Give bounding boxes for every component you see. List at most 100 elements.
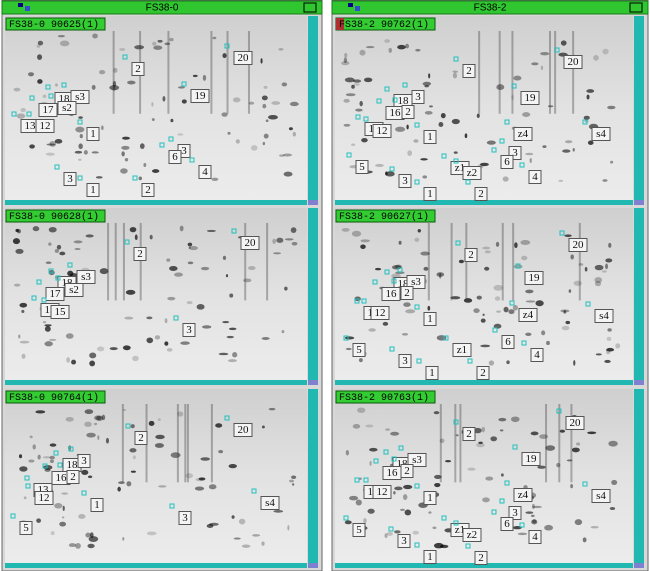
gel-spot (279, 48, 284, 50)
gel-spot (287, 525, 289, 530)
gel-spot (169, 38, 174, 41)
gel-spot (576, 442, 580, 445)
scrollbar-h[interactable] (5, 563, 307, 568)
gel-spot (346, 348, 352, 350)
spot-label: 2 (478, 188, 484, 200)
spot-label: s2 (69, 284, 79, 296)
gel-spot (341, 61, 349, 65)
gel-spot (525, 290, 533, 294)
gel-spot (87, 544, 94, 548)
gel-spot (289, 480, 294, 483)
gel-spot (414, 238, 419, 242)
gel-spot (54, 503, 62, 508)
spot-label: 16 (56, 472, 68, 484)
gel-spot (266, 119, 269, 122)
spot-label: 3 (181, 145, 187, 157)
gel-spot (37, 79, 42, 84)
gel-streak (554, 31, 556, 114)
gel-spot (570, 254, 574, 259)
gel-spot (271, 101, 280, 105)
scrollbar-h[interactable] (5, 380, 307, 385)
scrollbar-h[interactable] (5, 200, 307, 205)
gel-spot (375, 164, 384, 167)
gel-spot (150, 235, 153, 240)
gel-spot (541, 330, 545, 335)
gel-spot (367, 509, 374, 514)
gel-spot (356, 500, 362, 506)
gel-spot (366, 46, 375, 48)
gel-spot (438, 122, 443, 127)
gel-spot (92, 34, 98, 39)
gel-spot (50, 460, 54, 463)
gel-spot (17, 113, 26, 118)
scrollbar-v[interactable] (634, 16, 644, 200)
gel-spot (61, 492, 68, 494)
spot-label: 12 (377, 125, 388, 137)
gel-spot (587, 431, 596, 434)
gel-spot (74, 240, 83, 243)
gel-spot (202, 325, 211, 328)
gel-spot (586, 89, 594, 93)
window: FS38-2FS38-2 90762(1)2021918316213121z4s… (332, 0, 648, 571)
gel-spot (575, 519, 582, 525)
gel-spot (45, 468, 51, 471)
gel-spot (89, 360, 95, 366)
gel-spot (222, 321, 229, 323)
gel-spot (37, 54, 42, 60)
gel-spot (496, 242, 499, 247)
gel-spot (126, 481, 131, 486)
gel-spot (495, 296, 500, 301)
gel-spot (92, 85, 96, 90)
gel-spot (262, 337, 270, 340)
gel-spot (560, 430, 565, 433)
gel-spot (359, 101, 362, 106)
gel-spot (606, 349, 610, 354)
scrollbar-v[interactable] (634, 208, 644, 380)
gel-spot (485, 250, 491, 253)
spot-label: 2 (405, 106, 411, 118)
panel-label: FS38-0 90628(1) (9, 211, 99, 223)
gel-spot (595, 281, 601, 286)
gel-spot (429, 105, 433, 107)
spot-label: 4 (202, 166, 208, 178)
gel-spot (562, 326, 570, 330)
gel-spot (187, 301, 193, 304)
gel-spot (473, 308, 479, 313)
scrollbar-h[interactable] (335, 380, 633, 385)
menu-button[interactable] (304, 3, 316, 12)
scrollbar-v[interactable] (308, 389, 318, 563)
panel-label: FS38-2 90627(1) (339, 211, 429, 223)
scrollbar-v[interactable] (308, 208, 318, 380)
gel-spot (345, 520, 352, 524)
menu-button[interactable] (630, 3, 642, 12)
gel-spot (432, 526, 436, 529)
spot-label: 19 (526, 453, 538, 465)
gel-spot (248, 266, 256, 270)
gel-spot (388, 48, 392, 53)
gel-spot (99, 70, 105, 74)
gel-spot (178, 86, 185, 88)
gel-spot (71, 360, 76, 365)
gel-spot (127, 81, 136, 85)
scrollbar-v[interactable] (308, 16, 318, 200)
window-icon (355, 6, 360, 11)
gel-spot (20, 341, 30, 344)
gel-spot (261, 58, 263, 63)
window-title: FS38-2 (474, 3, 507, 14)
scrollbar-v[interactable] (634, 389, 644, 563)
gel-spot (402, 333, 408, 336)
gel-spot (503, 176, 509, 181)
gel-spot (21, 310, 24, 313)
spot-label: 3 (67, 173, 73, 185)
gel-spot (170, 119, 173, 123)
gel-spot (219, 353, 229, 355)
gel-spot (252, 534, 260, 537)
gel-spot (36, 518, 41, 523)
gel-streak (248, 31, 250, 114)
spot-label: 1 (427, 131, 433, 143)
gel-spot (434, 411, 440, 414)
gel-spot (15, 249, 23, 254)
gel-spot (218, 450, 223, 453)
gel-spot (387, 532, 393, 536)
spot-label: 6 (172, 151, 178, 163)
